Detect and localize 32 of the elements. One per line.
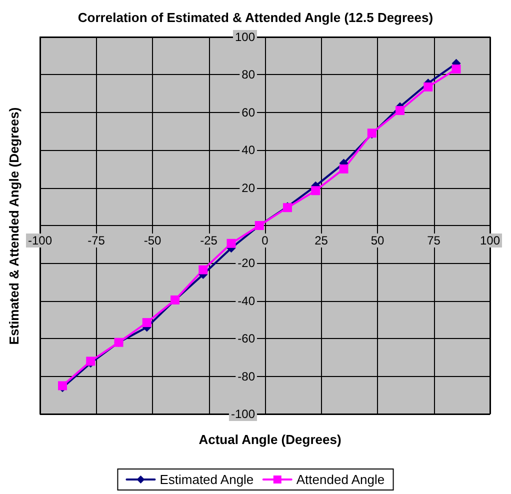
y-axis-title: Estimated & Attended Angle (Degrees) [6, 107, 22, 345]
x-axis-title: Actual Angle (Degrees) [198, 432, 342, 447]
legend-label: Attended Angle [296, 472, 385, 487]
y-tick-label: -20 [238, 256, 256, 270]
x-tick-label: 0 [262, 234, 269, 248]
point [396, 106, 404, 116]
point [226, 238, 236, 248]
x-tick-label: -25 [200, 234, 218, 248]
y-tick-label: -40 [238, 294, 256, 308]
point [424, 82, 433, 92]
x-tick-label: -100 [28, 234, 52, 248]
point [142, 318, 152, 328]
y-tick-label: -80 [238, 369, 256, 384]
y-tick-label: 20 [242, 180, 256, 195]
x-tick-label: 25 [314, 234, 328, 248]
y-tick-label: 40 [242, 143, 256, 158]
y-tick-label: -100 [230, 407, 256, 421]
y-tick-label: -60 [238, 332, 256, 346]
y-tick-label: 80 [242, 68, 256, 82]
point [452, 64, 461, 74]
point [339, 164, 348, 174]
point [198, 265, 208, 274]
x-tick-label: 100 [480, 234, 500, 248]
y-tick-label: 60 [242, 105, 256, 120]
x-tick-label: 75 [427, 234, 441, 248]
y-tick-label: 100 [234, 30, 256, 44]
x-tick-label: -75 [88, 234, 106, 248]
x-tick-label: -50 [144, 234, 162, 248]
x-tick-label: 50 [370, 234, 384, 248]
legend-label: Estimated Angle [160, 472, 254, 487]
point [311, 186, 320, 196]
chart-title: Correlation of Estimated & Attended Angle (12.5 Degrees) [78, 10, 434, 25]
